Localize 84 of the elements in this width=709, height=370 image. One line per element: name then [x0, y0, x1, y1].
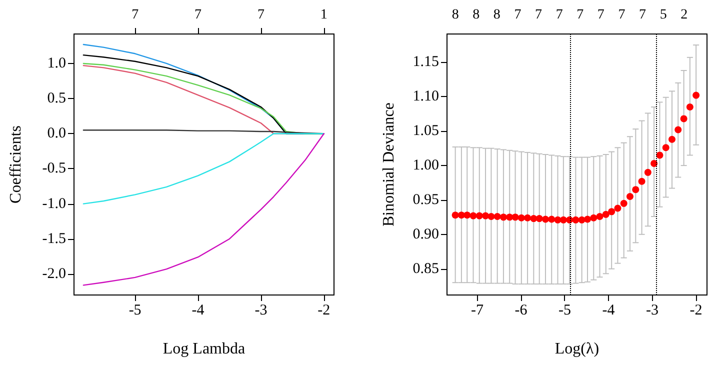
y-tick-label: 0.5 [47, 90, 66, 107]
line-series [82, 133, 325, 286]
point [674, 126, 682, 134]
point [686, 104, 694, 110]
text: 7 [639, 8, 646, 22]
point [488, 212, 495, 220]
point [602, 210, 610, 218]
point [524, 214, 532, 222]
y-tick-label: 0.85 [412, 260, 439, 277]
x-tick-label: -4 [192, 302, 205, 318]
point [596, 212, 604, 220]
point [452, 212, 459, 219]
point [464, 212, 471, 219]
x-tick-label: -4 [602, 302, 616, 318]
point [608, 208, 616, 216]
y-tick-label: 0.0 [47, 126, 66, 142]
text: 2 [680, 8, 688, 22]
y-tick-label: -0.5 [42, 160, 66, 177]
x-tick-label: -5 [128, 302, 142, 318]
point [518, 214, 525, 222]
point [530, 215, 538, 222]
text: 7 [132, 8, 139, 22]
y-axis-title: Binomial Deviance [380, 102, 398, 226]
point [632, 186, 640, 194]
text: 7 [597, 8, 604, 22]
x-axis-title: Log(λ) [554, 340, 600, 358]
x-tick-label: -3 [646, 302, 659, 318]
point [680, 115, 688, 122]
y-tick-label: 0.90 [412, 226, 439, 242]
point [668, 136, 676, 143]
y-axis-title: Coefficients [8, 126, 24, 204]
text: 7 [194, 8, 202, 22]
x-tick-label: -7 [470, 302, 484, 318]
text: 7 [618, 8, 626, 22]
point [644, 168, 652, 176]
point [656, 152, 664, 159]
text: 7 [556, 8, 563, 22]
point [638, 178, 646, 185]
text: 1 [320, 8, 328, 22]
text: 8 [472, 8, 480, 22]
point [536, 215, 543, 222]
point [500, 214, 507, 221]
point [554, 216, 562, 224]
point [620, 200, 628, 207]
point [614, 204, 622, 212]
point [470, 212, 477, 220]
y-tick-label: -2.0 [42, 266, 66, 282]
line-series [82, 133, 325, 204]
point [548, 216, 556, 223]
point [590, 214, 598, 222]
x-tick-label: -3 [254, 302, 268, 318]
text: 7 [514, 8, 522, 22]
text: 5 [660, 8, 667, 22]
point [506, 214, 514, 221]
text: 7 [535, 8, 542, 22]
y-tick-label: 1.00 [412, 158, 439, 174]
x-tick-label: -2 [690, 302, 702, 318]
point [476, 212, 483, 220]
text: 7 [576, 8, 584, 22]
point [542, 216, 549, 223]
x-tick-label: -2 [318, 302, 330, 318]
x-tick-label: -5 [558, 302, 571, 318]
point [482, 212, 490, 220]
y-tick-label: 0.95 [412, 192, 439, 208]
x-tick-label: -6 [514, 302, 528, 318]
point [584, 216, 592, 223]
point [626, 193, 634, 200]
point [512, 214, 519, 221]
y-tick-label: 1.0 [47, 55, 66, 72]
text: 8 [452, 8, 459, 22]
y-tick-label: 1.15 [412, 54, 439, 70]
point [692, 92, 700, 99]
point [560, 216, 567, 224]
y-tick-label: -1.0 [42, 196, 66, 212]
point [572, 216, 580, 224]
point [494, 212, 501, 220]
point [650, 160, 658, 167]
text: 7 [257, 8, 264, 22]
point [662, 144, 670, 152]
text: 8 [493, 8, 500, 22]
y-tick-label: -1.5 [42, 230, 66, 247]
x-axis-title: Log Lambda [162, 340, 246, 358]
y-tick-label: 1.10 [412, 88, 439, 105]
y-tick-label: 1.05 [412, 123, 439, 140]
